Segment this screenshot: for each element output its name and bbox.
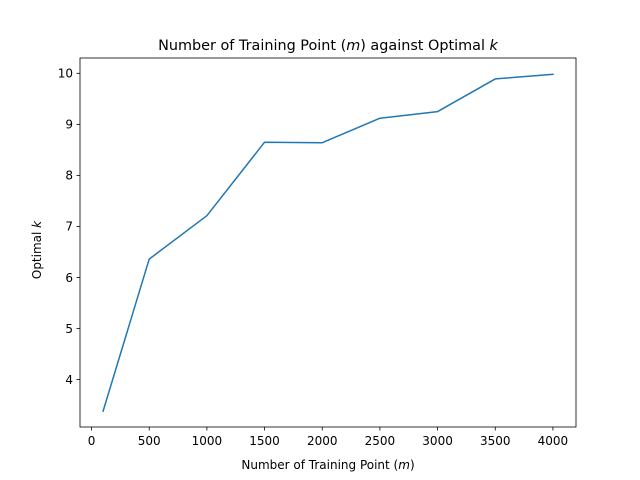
chart-title: Number of Training Point (m) against Opt… bbox=[158, 38, 498, 54]
y-tick-label: 9 bbox=[65, 118, 73, 132]
y-tick-label: 10 bbox=[58, 67, 73, 81]
y-tick-label: 5 bbox=[65, 322, 73, 336]
x-tick-label: 4000 bbox=[538, 434, 569, 448]
plot-area bbox=[102, 73, 554, 413]
x-tick-label: 2000 bbox=[307, 434, 338, 448]
x-tick-label: 1500 bbox=[249, 434, 280, 448]
x-tick-label: 3500 bbox=[480, 434, 511, 448]
x-tick-label: 3000 bbox=[422, 434, 453, 448]
x-tick-label: 500 bbox=[138, 434, 161, 448]
y-tick-label: 4 bbox=[65, 373, 73, 387]
y-tick-label: 7 bbox=[65, 220, 73, 234]
x-tick-label: 2500 bbox=[365, 434, 396, 448]
y-tick-label: 8 bbox=[65, 169, 73, 183]
x-tick-label: 0 bbox=[88, 434, 96, 448]
axes-frame bbox=[79, 57, 577, 428]
x-axis-ticks: 0 500 1000 1500 2000 2500 3000 3500 4000 bbox=[88, 427, 568, 448]
y-axis-label: Optimal k bbox=[30, 220, 44, 279]
x-tick-label: 1000 bbox=[192, 434, 223, 448]
x-axis-label: Number of Training Point (m) bbox=[241, 458, 414, 472]
y-axis-ticks: 4 5 6 7 8 9 10 bbox=[58, 67, 80, 387]
y-tick-label: 6 bbox=[65, 271, 73, 285]
